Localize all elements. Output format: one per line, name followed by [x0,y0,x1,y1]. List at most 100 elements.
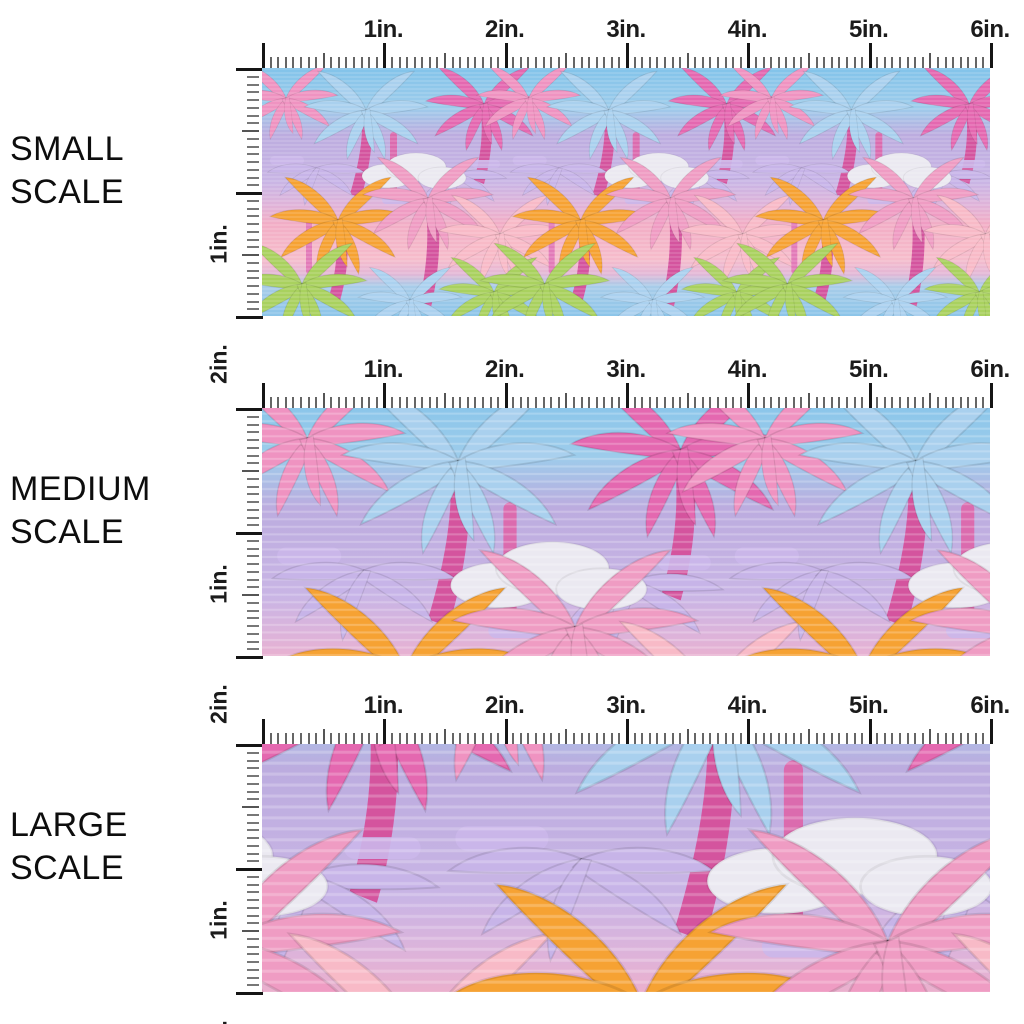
ruler-tick [247,300,259,303]
ruler-tick [474,733,477,744]
ruler-major-tick [990,43,993,68]
ruler-tick [436,733,439,744]
ruler-tick [247,485,259,488]
ruler-tick [368,57,371,68]
ruler-tick [883,397,886,408]
ruler-tick [618,57,621,68]
ruler-tick [307,57,310,68]
ruler-tick [792,733,795,744]
horizontal-ruler-labels: 1in. 2in. 3in. 4in. 5in. 6in. [262,16,1011,44]
ruler-tick [428,57,431,68]
ruler-tick [337,57,340,68]
ruler-tick [345,733,348,744]
ruler-tick [588,57,591,68]
ruler-tick [777,733,780,744]
ruler-tick [459,397,462,408]
ruler-tick [800,397,803,408]
ruler-label-6in: 6in. [970,356,1010,383]
ruler-tick [269,397,272,408]
ruler-tick [550,397,553,408]
ruler-tick [481,397,484,408]
ruler-tick [247,493,259,496]
ruler-tick [974,57,977,68]
ruler-tick [247,423,259,426]
ruler-tick [247,308,259,311]
ruler-tick [936,733,939,744]
ruler-tick [883,57,886,68]
ruler-tick [565,393,568,408]
ruler-tick [247,462,259,465]
ruler-tick [360,57,363,68]
ruler-tick [686,729,689,744]
ruler-tick [754,57,757,68]
ruler-tick [436,57,439,68]
ruler-tick [656,57,659,68]
ruler-tick [595,57,598,68]
ruler-tick [823,397,826,408]
ruler-major-tick [262,43,265,68]
ruler-tick [247,625,259,627]
ruler-tick [717,57,719,68]
ruler-tick [952,397,955,408]
ruler-tick [247,640,259,643]
ruler-tick [421,733,424,744]
ruler-tick [247,199,259,202]
ruler-tick [876,397,879,408]
ruler-label-2in: 2in. [484,356,525,383]
vertical-ruler-label-1in: 1in. [205,900,232,940]
row-large-scale: LARGE SCALE 1in. 2in. 3in. 4in. 5in. 6in… [0,692,1024,1024]
ruler-tick [247,431,259,434]
ruler-tick [247,114,259,117]
ruler-tick [428,397,431,408]
ruler-tick [914,57,917,68]
ruler-tick [527,397,530,408]
ruler-tick [247,153,259,156]
ruler-tick [853,733,856,744]
ruler-tick [337,397,340,408]
ruler-tick [398,733,401,744]
ruler-tick [247,99,259,101]
ruler-tick [739,57,742,68]
ruler-tick [557,397,560,408]
ruler-tick [277,733,280,744]
ruler-tick [247,261,259,264]
ruler-tick [535,733,537,744]
horizontal-ruler-ticks [262,382,993,408]
ruler-tick [474,397,477,408]
ruler-tick [247,586,259,589]
ruler-major-tick [236,408,263,411]
ruler-tick [247,184,259,187]
ruler-tick [247,968,259,971]
horizontal-ruler-ticks [262,42,993,68]
ruler-tick [292,57,295,68]
ruler-tick [242,594,259,596]
ruler-tick [247,953,259,956]
ruler-tick [247,292,259,295]
ruler-tick [853,57,856,68]
ruler-tick [792,397,795,408]
ruler-tick [421,397,424,408]
ruler-tick [580,733,583,744]
ruler-tick [648,57,651,68]
ruler-tick [899,397,901,408]
fabric-swatch-medium-art [262,408,990,656]
ruler-tick [269,733,272,744]
ruler-tick [815,397,818,408]
ruler-tick [974,397,977,408]
vertical-ruler-ticks [234,744,263,995]
ruler-tick [247,439,259,441]
ruler-tick [724,733,727,744]
ruler-major-tick [236,68,263,71]
ruler-tick [550,57,553,68]
ruler-tick [944,57,947,68]
ruler-tick [648,397,651,408]
ruler-tick [701,397,704,408]
ruler-tick [481,57,484,68]
ruler-tick [914,397,917,408]
ruler-tick [247,246,259,249]
horizontal-ruler-labels: 1in. 2in. 3in. 4in. 5in. 6in. [262,692,1011,720]
ruler-tick [542,733,545,744]
ruler-tick [754,733,757,744]
ruler-tick [489,397,492,408]
ruler-tick [663,397,666,408]
